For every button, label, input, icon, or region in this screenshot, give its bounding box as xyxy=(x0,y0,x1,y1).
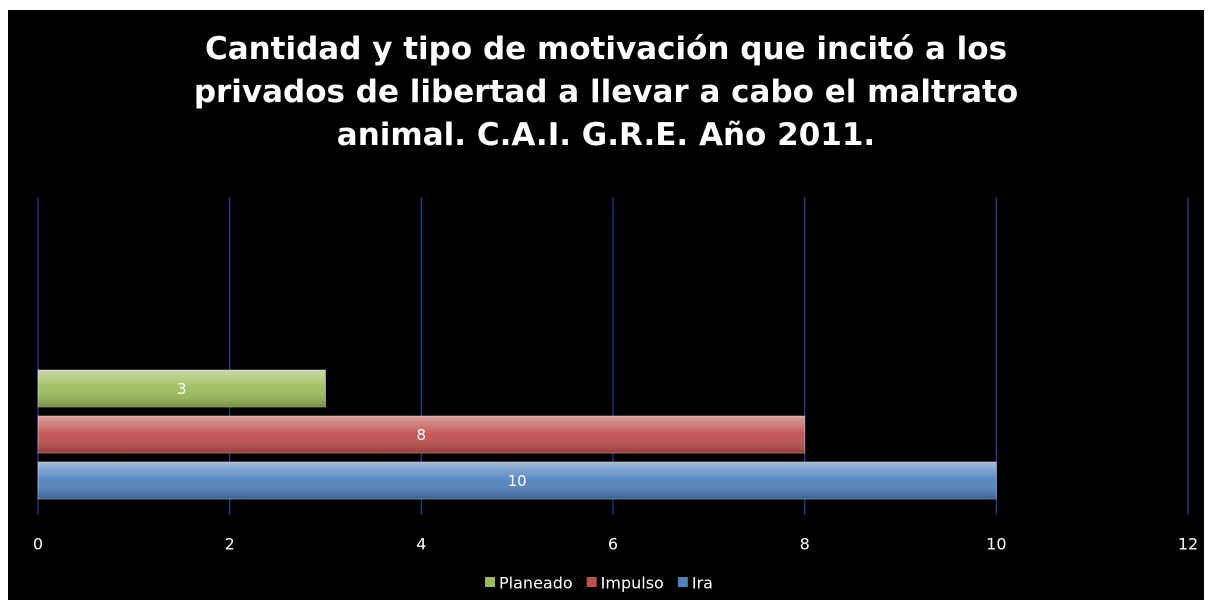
bar-shine xyxy=(38,416,805,453)
legend-swatch xyxy=(485,577,496,587)
x-tick-label: 2 xyxy=(225,535,235,554)
x-tick-label: 8 xyxy=(800,535,810,554)
legend-label: Ira xyxy=(692,574,713,593)
x-tick-label: 10 xyxy=(986,535,1006,554)
chart-background xyxy=(8,10,1204,600)
x-tick-label: 4 xyxy=(416,535,426,554)
bar-shine xyxy=(38,370,326,407)
legend-swatch xyxy=(677,577,688,587)
bar-shine xyxy=(38,462,997,499)
data-label: 3 xyxy=(177,380,187,398)
data-label: 8 xyxy=(417,426,427,444)
x-tick-label: 6 xyxy=(608,535,618,554)
chart-title: Cantidad y tipo de motivación que incitó… xyxy=(193,31,1019,153)
x-tick-label: 0 xyxy=(33,535,43,554)
legend-swatch xyxy=(586,577,597,587)
legend-label: Impulso xyxy=(601,574,664,593)
x-tick-label: 12 xyxy=(1178,535,1198,554)
data-label: 10 xyxy=(508,472,527,490)
legend-label: Planeado xyxy=(499,574,573,593)
